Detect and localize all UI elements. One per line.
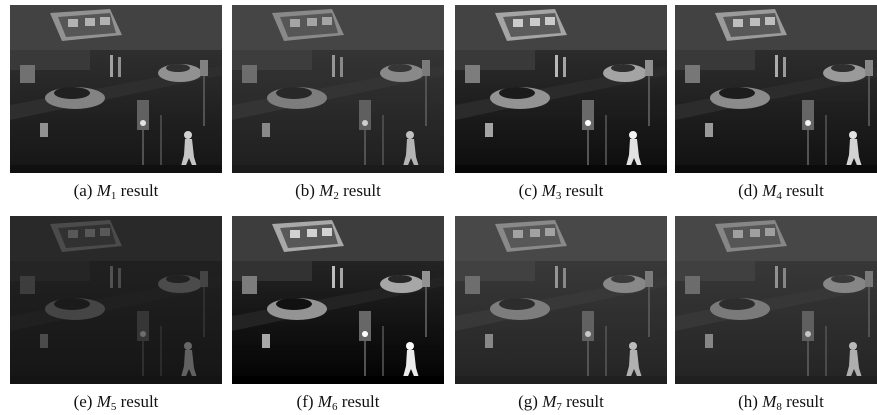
caption-suffix: result — [342, 392, 380, 411]
caption-subscript: 2 — [333, 190, 339, 202]
panel: (d) M4 result — [675, 5, 877, 202]
caption-subscript: 7 — [556, 401, 562, 413]
caption: (e) M5 result — [10, 392, 222, 413]
caption-tag: (d) — [738, 181, 758, 200]
caption: (b) M2 result — [232, 181, 444, 202]
caption-tag: (a) — [74, 181, 93, 200]
caption-subscript: 4 — [776, 190, 782, 202]
result-image — [10, 216, 222, 384]
caption-suffix: result — [121, 181, 159, 200]
caption-symbol: M — [542, 392, 556, 411]
caption-symbol: M — [762, 181, 776, 200]
result-image — [455, 216, 667, 384]
panel: (h) M8 result — [675, 216, 877, 413]
panel: (b) M2 result — [232, 5, 444, 202]
caption-symbol: M — [318, 392, 332, 411]
caption-subscript: 8 — [776, 401, 782, 413]
result-image — [232, 5, 444, 173]
caption-symbol: M — [762, 392, 776, 411]
caption-tag: (c) — [519, 181, 538, 200]
result-image — [10, 5, 222, 173]
caption: (a) M1 result — [10, 181, 222, 202]
caption: (g) M7 result — [455, 392, 667, 413]
caption-tag: (f) — [297, 392, 314, 411]
caption-suffix: result — [343, 181, 381, 200]
caption-tag: (h) — [738, 392, 758, 411]
caption: (f) M6 result — [232, 392, 444, 413]
caption-suffix: result — [566, 392, 604, 411]
caption: (d) M4 result — [675, 181, 877, 202]
result-image — [675, 5, 877, 173]
caption: (c) M3 result — [455, 181, 667, 202]
caption-tag: (b) — [295, 181, 315, 200]
result-image — [675, 216, 877, 384]
caption-suffix: result — [786, 392, 824, 411]
caption-subscript: 1 — [111, 190, 117, 202]
caption-symbol: M — [319, 181, 333, 200]
caption-subscript: 3 — [556, 190, 562, 202]
panel: (e) M5 result — [10, 216, 222, 413]
panel: (g) M7 result — [455, 216, 667, 413]
panel: (c) M3 result — [455, 5, 667, 202]
panel: (a) M1 result — [10, 5, 222, 202]
panel: (f) M6 result — [232, 216, 444, 413]
caption: (h) M8 result — [675, 392, 877, 413]
caption-tag: (e) — [74, 392, 93, 411]
caption-symbol: M — [542, 181, 556, 200]
caption-suffix: result — [566, 181, 604, 200]
caption-symbol: M — [97, 181, 111, 200]
caption-symbol: M — [97, 392, 111, 411]
result-image — [232, 216, 444, 384]
caption-suffix: result — [786, 181, 824, 200]
caption-subscript: 6 — [332, 401, 338, 413]
caption-suffix: result — [121, 392, 159, 411]
caption-subscript: 5 — [111, 401, 117, 413]
page: (a) M1 result (b) M2 result (c) M3 resul… — [0, 0, 877, 415]
result-image — [455, 5, 667, 173]
caption-tag: (g) — [518, 392, 538, 411]
